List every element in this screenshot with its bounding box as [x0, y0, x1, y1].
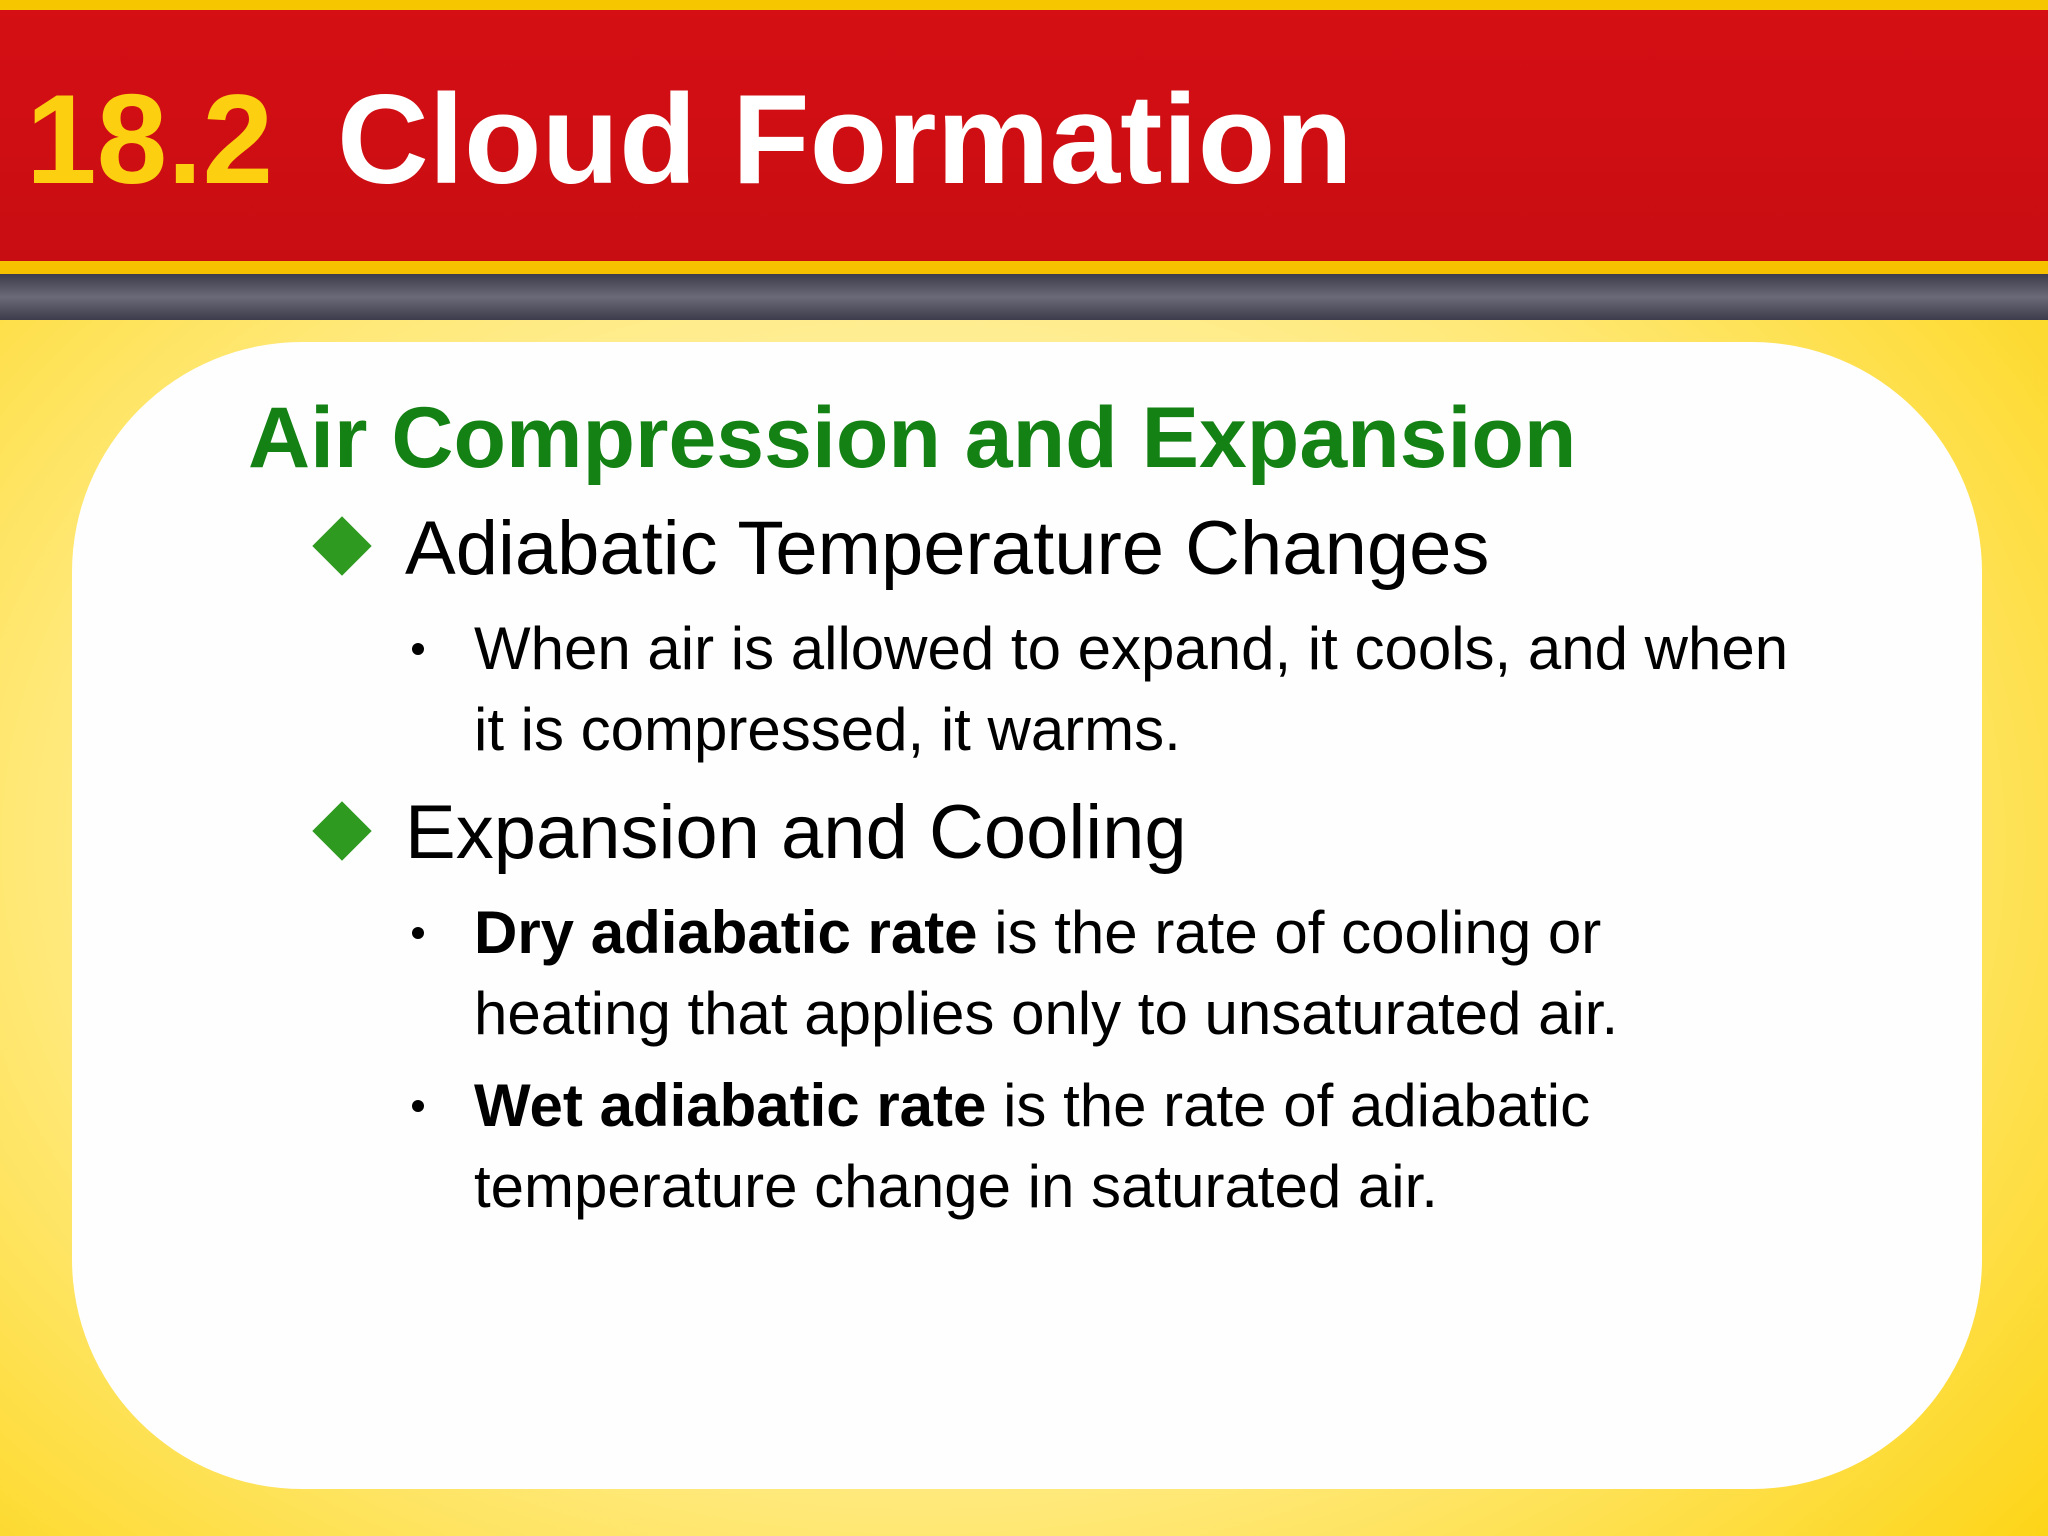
- item-heading: Expansion and Cooling: [405, 790, 1187, 875]
- bullet-text: Wet adiabatic rate is the rate of adiaba…: [474, 1065, 1814, 1227]
- bullet-text: Dry adiabatic rate is the rate of coolin…: [474, 892, 1814, 1054]
- top-stripe: [0, 0, 2048, 10]
- content-panel: [72, 342, 1982, 1489]
- section-heading: Air Compression and Expansion: [248, 390, 1577, 486]
- header-stripe: [0, 261, 2048, 274]
- bullet-body: is the rate of adiabatic temperature cha…: [474, 1072, 1591, 1220]
- item-heading: Adiabatic Temperature Changes: [405, 506, 1490, 591]
- bullet-body: is the rate of cooling or heating that a…: [474, 899, 1619, 1047]
- bullet-term: Dry adiabatic rate: [474, 899, 978, 966]
- bullet-dot: [412, 927, 424, 939]
- header-shadow-band: [0, 274, 2048, 320]
- bullet-dot: [412, 1100, 424, 1112]
- bullet-term: Wet adiabatic rate: [474, 1072, 987, 1139]
- section-number: 18.2: [26, 68, 274, 210]
- slide-title: Cloud Formation: [337, 68, 1353, 210]
- bullet-text: When air is allowed to expand, it cools,…: [474, 608, 1814, 770]
- bullet-dot: [412, 643, 424, 655]
- bullet-body: When air is allowed to expand, it cools,…: [474, 615, 1789, 763]
- header-band: [0, 10, 2048, 261]
